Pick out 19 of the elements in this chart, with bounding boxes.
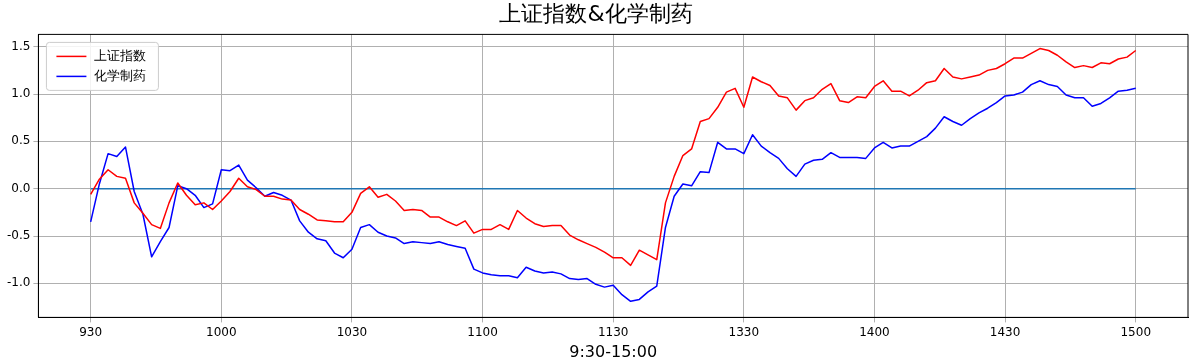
x-axis-title: 9:30-15:00 bbox=[569, 341, 658, 361]
y-tick-label: 1.0 bbox=[11, 86, 31, 101]
x-tick-label: 1400 bbox=[859, 324, 890, 339]
legend-label: 上证指数 bbox=[94, 47, 147, 63]
chart-title: 上证指数&化学制药 bbox=[499, 0, 693, 26]
y-tick-label: 0.0 bbox=[11, 180, 31, 195]
x-tick-label: 1030 bbox=[336, 324, 368, 339]
legend-label: 化学制药 bbox=[94, 67, 147, 83]
x-tick-label: 1430 bbox=[989, 324, 1021, 339]
y-tick-label: -0.5 bbox=[6, 228, 31, 243]
x-tick-label: 1130 bbox=[597, 324, 629, 339]
x-tick-label: 1500 bbox=[1120, 324, 1152, 339]
x-tick-label: 1100 bbox=[467, 324, 498, 339]
x-tick-label: 1000 bbox=[206, 324, 237, 339]
y-tick-label: -1.0 bbox=[6, 275, 31, 290]
y-tick-label: 1.5 bbox=[11, 38, 31, 53]
x-tick-label: 930 bbox=[79, 324, 103, 339]
y-tick-label: 0.5 bbox=[11, 133, 31, 148]
x-tick-label: 1330 bbox=[728, 324, 760, 339]
